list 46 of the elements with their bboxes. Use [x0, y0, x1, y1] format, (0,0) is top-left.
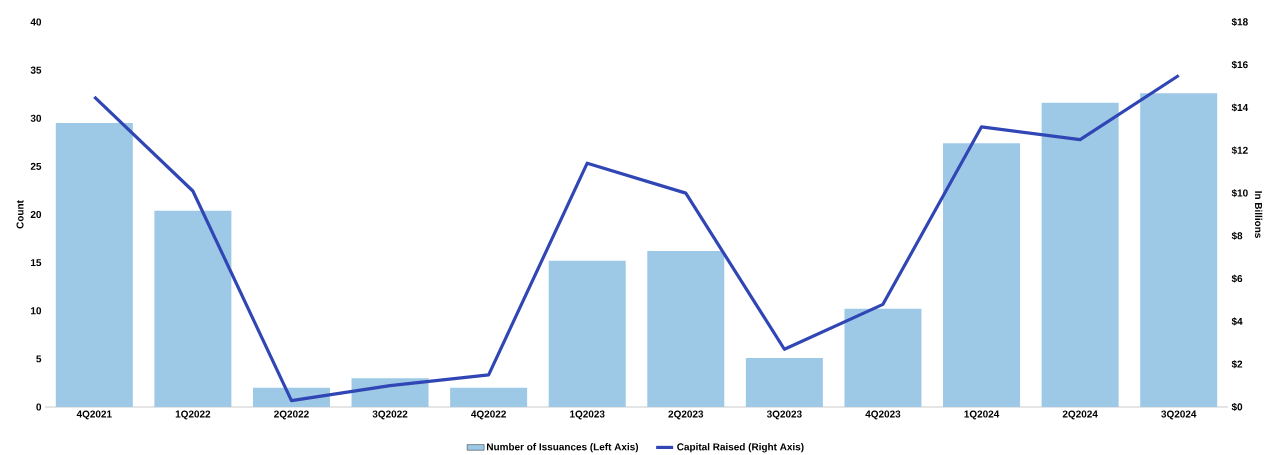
- y-tick-label: 20: [30, 210, 42, 219]
- line-series: [92, 73, 1181, 403]
- x-tick-label: 4Q2023: [865, 410, 901, 420]
- y2-tick-label: $2: [1231, 360, 1243, 369]
- y-tick-label: 30: [30, 114, 42, 122]
- bar: [1041, 102, 1119, 407]
- x-tick-label: 2Q2022: [274, 410, 309, 420]
- x-tick-label: 3Q2024: [1161, 410, 1197, 420]
- x-tick-label: 4Q2021: [76, 410, 112, 420]
- bar: [55, 123, 133, 407]
- y-tick-label: 15: [31, 259, 42, 267]
- bar: [548, 260, 626, 407]
- x-tick-label: 3Q2023: [766, 410, 802, 420]
- y2-tick-label: $10: [1231, 189, 1248, 198]
- y-axis-title: Count: [16, 200, 24, 229]
- x-tick-label: 2Q2024: [1062, 410, 1098, 420]
- x-tick-label: 1Q2024: [964, 410, 1000, 420]
- x-tick-label: 3Q2022: [372, 410, 408, 420]
- y2-tick-label: $12: [1231, 146, 1248, 155]
- y2-tick-label: $18: [1231, 17, 1248, 27]
- bar: [647, 251, 725, 407]
- y-tick-label: 10: [31, 307, 42, 315]
- y2-tick-label: $14: [1231, 103, 1249, 112]
- bar: [745, 357, 823, 407]
- bar: [1140, 93, 1218, 407]
- bar: [450, 387, 528, 407]
- y-tick-label: 25: [30, 162, 42, 170]
- y2-tick-label: $6: [1231, 274, 1243, 283]
- y-tick-label: 35: [30, 66, 42, 74]
- bar: [844, 308, 922, 407]
- x-tick-label: 2Q2023: [668, 410, 704, 420]
- y-tick-label: 5: [36, 355, 42, 363]
- y2-axis-title: In Billions: [1254, 191, 1263, 238]
- y2-tick-label: $4: [1231, 317, 1243, 326]
- x-tick-label: 1Q2023: [570, 410, 605, 420]
- y2-tick-label: $16: [1231, 60, 1248, 69]
- bar: [154, 210, 232, 407]
- legend-label: Capital Raised (Right Axis): [677, 443, 804, 453]
- y2-tick-label: $0: [1231, 402, 1243, 412]
- y-tick-label: 0: [36, 403, 42, 411]
- y2-tick-label: $8: [1231, 231, 1243, 240]
- x-tick-label: 1Q2022: [175, 410, 211, 420]
- y-tick-label: 40: [30, 18, 42, 26]
- x-tick-label: 4Q2022: [471, 410, 506, 420]
- legend-label: Number of Issuances (Left Axis): [487, 443, 639, 453]
- bar: [943, 143, 1021, 407]
